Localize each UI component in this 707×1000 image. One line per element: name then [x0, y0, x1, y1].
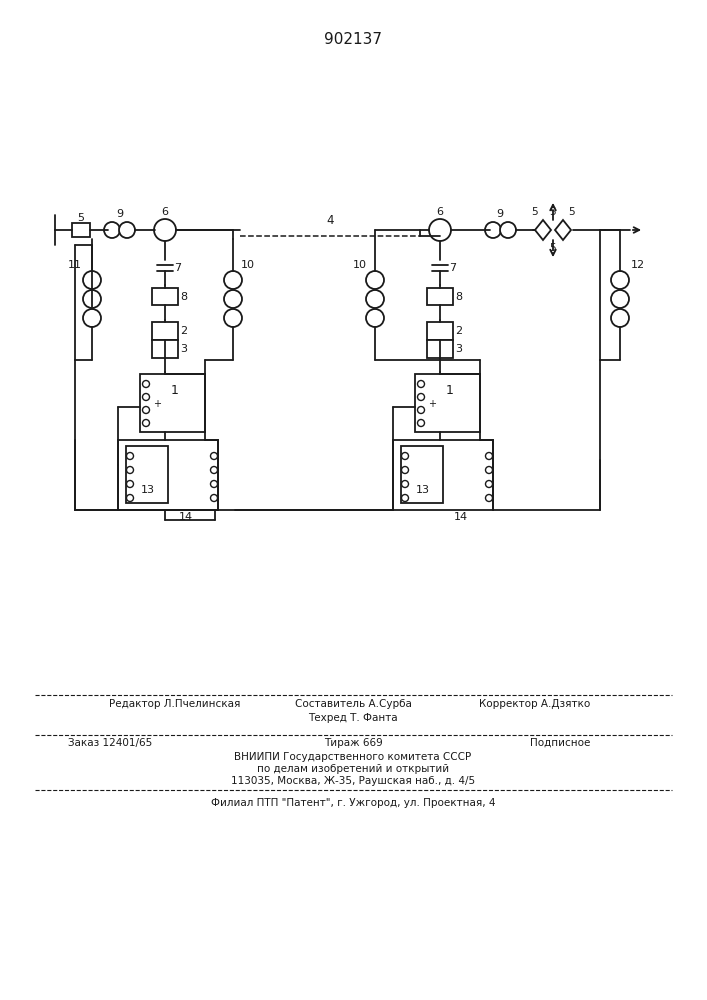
Circle shape [211, 481, 218, 488]
Bar [126, 446, 168, 503]
Text: 7: 7 [175, 263, 182, 273]
Text: Подписное: Подписное [530, 738, 590, 748]
Bar [415, 374, 480, 432]
Text: ВНИИПИ Государственного комитета СССР: ВНИИПИ Государственного комитета СССР [235, 752, 472, 762]
Circle shape [83, 309, 101, 327]
Circle shape [418, 393, 424, 400]
Text: 14: 14 [179, 512, 193, 522]
Bar [427, 288, 453, 305]
Circle shape [418, 380, 424, 387]
Circle shape [402, 452, 409, 460]
Bar [427, 340, 453, 358]
Text: 5: 5 [549, 207, 556, 217]
Circle shape [402, 466, 409, 474]
Text: 10: 10 [241, 260, 255, 270]
Circle shape [143, 380, 149, 387]
Text: Филиал ПТП "Патент", г. Ужгород, ул. Проектная, 4: Филиал ПТП "Патент", г. Ужгород, ул. Про… [211, 798, 495, 808]
Bar [393, 440, 493, 510]
Text: 8: 8 [180, 292, 187, 302]
Text: 13: 13 [416, 485, 430, 495]
Text: +: + [428, 399, 436, 409]
Circle shape [211, 452, 218, 460]
Circle shape [366, 309, 384, 327]
Circle shape [127, 494, 134, 502]
Text: Составитель А.Сурба: Составитель А.Сурба [295, 699, 411, 709]
Text: 10: 10 [353, 260, 367, 270]
Circle shape [429, 219, 451, 241]
Text: 1: 1 [446, 383, 454, 396]
Text: 13: 13 [141, 485, 155, 495]
Text: 6: 6 [436, 207, 443, 217]
Circle shape [127, 452, 134, 460]
Text: 113035, Москва, Ж-35, Раушская наб., д. 4/5: 113035, Москва, Ж-35, Раушская наб., д. … [231, 776, 475, 786]
Circle shape [486, 452, 493, 460]
Text: 5: 5 [549, 243, 556, 253]
Bar [152, 340, 178, 358]
Bar [401, 446, 443, 503]
Text: по делам изобретений и открытий: по делам изобретений и открытий [257, 764, 449, 774]
Circle shape [486, 481, 493, 488]
Circle shape [366, 290, 384, 308]
Circle shape [500, 222, 516, 238]
Circle shape [224, 290, 242, 308]
Bar [152, 288, 178, 305]
Circle shape [486, 466, 493, 474]
Text: +: + [153, 399, 161, 409]
Text: 6: 6 [161, 207, 168, 217]
Circle shape [143, 406, 149, 414]
Text: 11: 11 [68, 260, 82, 270]
Text: 3: 3 [455, 344, 462, 354]
Circle shape [418, 420, 424, 426]
Text: 902137: 902137 [324, 32, 382, 47]
Circle shape [485, 222, 501, 238]
Text: 4: 4 [326, 214, 334, 227]
Circle shape [83, 271, 101, 289]
Circle shape [119, 222, 135, 238]
Text: Корректор А.Дзятко: Корректор А.Дзятко [479, 699, 590, 709]
Circle shape [127, 466, 134, 474]
Text: 5: 5 [532, 207, 538, 217]
Text: Редактор Л.Пчелинская: Редактор Л.Пчелинская [110, 699, 240, 709]
Bar [427, 322, 453, 340]
Text: 12: 12 [631, 260, 645, 270]
Bar [140, 374, 205, 432]
Text: 14: 14 [454, 512, 468, 522]
Circle shape [611, 271, 629, 289]
Circle shape [143, 420, 149, 426]
Bar [72, 223, 90, 237]
Circle shape [402, 494, 409, 502]
Text: Заказ 12401/65: Заказ 12401/65 [68, 738, 152, 748]
Circle shape [486, 494, 493, 502]
Text: 2: 2 [180, 326, 187, 336]
Circle shape [211, 466, 218, 474]
Circle shape [224, 271, 242, 289]
Circle shape [366, 271, 384, 289]
Circle shape [418, 406, 424, 414]
Circle shape [143, 393, 149, 400]
Text: 9: 9 [117, 209, 124, 219]
Text: Тираж 669: Тираж 669 [324, 738, 382, 748]
Circle shape [611, 290, 629, 308]
Text: 8: 8 [455, 292, 462, 302]
Polygon shape [535, 220, 551, 240]
Bar [118, 440, 218, 510]
Text: 2: 2 [455, 326, 462, 336]
Text: 5: 5 [78, 213, 85, 223]
Text: Техред Т. Фанта: Техред Т. Фанта [308, 713, 398, 723]
Circle shape [402, 481, 409, 488]
Text: 5: 5 [568, 207, 575, 217]
Circle shape [104, 222, 120, 238]
Bar [152, 322, 178, 340]
Polygon shape [555, 220, 571, 240]
Text: 1: 1 [171, 383, 179, 396]
Text: 3: 3 [180, 344, 187, 354]
Circle shape [83, 290, 101, 308]
Circle shape [154, 219, 176, 241]
Circle shape [611, 309, 629, 327]
Circle shape [211, 494, 218, 502]
Circle shape [224, 309, 242, 327]
Circle shape [127, 481, 134, 488]
Text: 7: 7 [450, 263, 457, 273]
Text: 9: 9 [496, 209, 503, 219]
